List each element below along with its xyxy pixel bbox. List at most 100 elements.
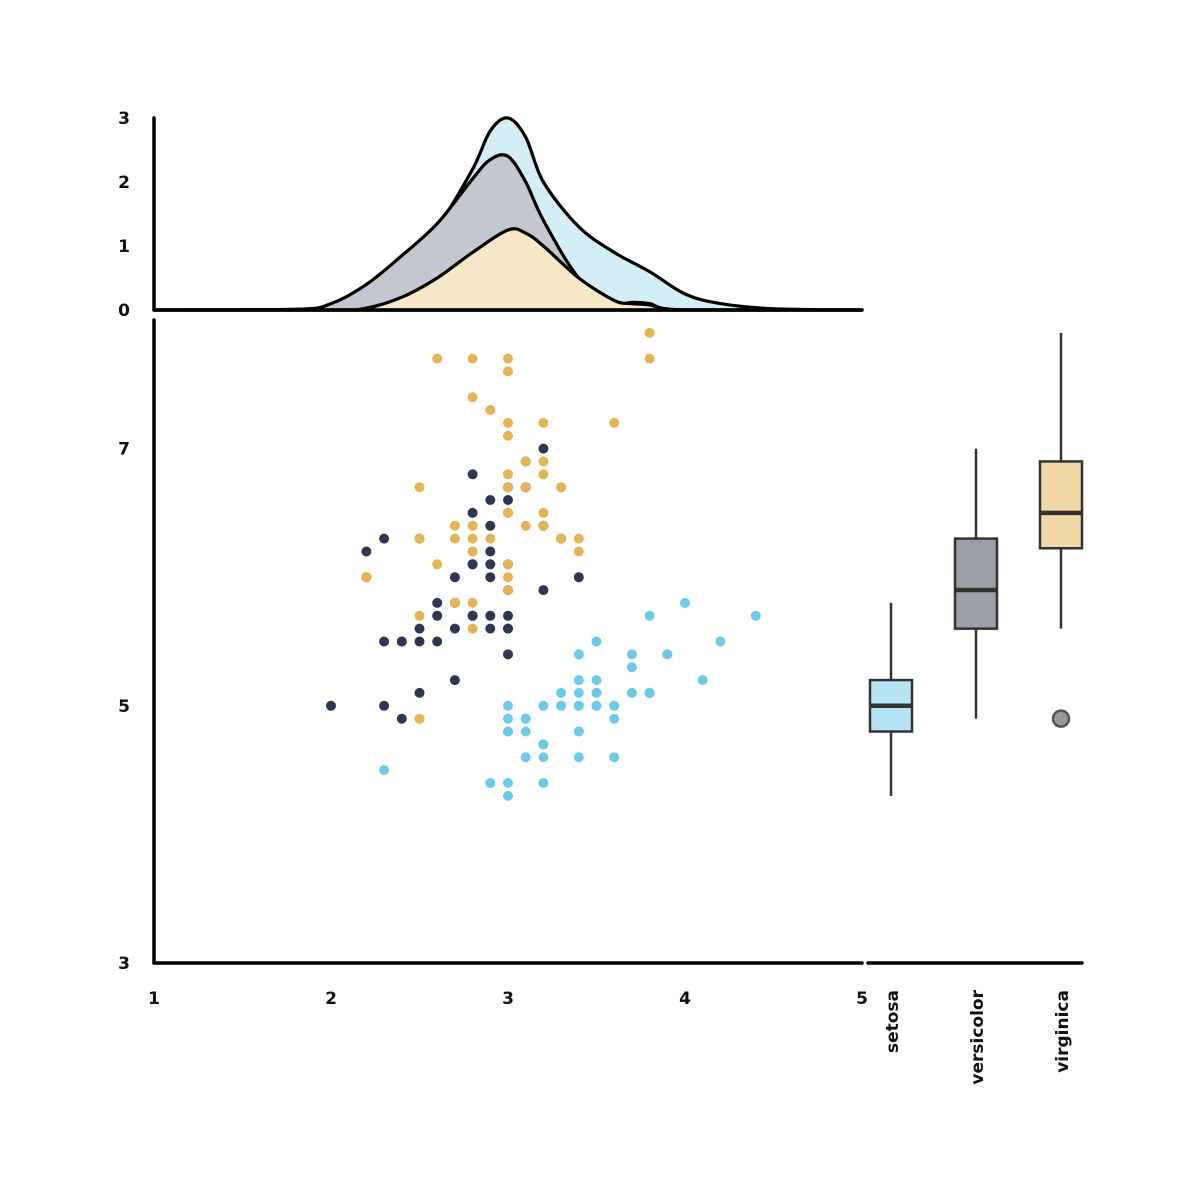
x-tick-label: 4 xyxy=(679,989,691,1009)
point-setosa xyxy=(538,700,549,711)
point-setosa xyxy=(556,700,567,711)
axes xyxy=(152,116,1084,965)
x-tick-label: 3 xyxy=(502,989,514,1009)
point-versicolor xyxy=(467,507,478,518)
point-versicolor xyxy=(432,597,443,608)
point-virginica xyxy=(538,507,549,518)
point-setosa xyxy=(626,662,637,673)
point-setosa xyxy=(609,752,620,763)
point-setosa xyxy=(556,687,567,698)
point-setosa xyxy=(591,687,602,698)
point-virginica xyxy=(503,353,513,364)
point-virginica xyxy=(467,546,478,557)
point-virginica xyxy=(538,456,549,467)
point-virginica xyxy=(573,546,584,557)
point-virginica xyxy=(485,533,496,544)
point-versicolor xyxy=(432,636,443,647)
point-virginica xyxy=(414,533,425,544)
point-setosa xyxy=(503,790,513,801)
point-virginica xyxy=(503,366,513,377)
y-tick-label: 5 xyxy=(118,697,130,717)
y-tick-label: 7 xyxy=(118,440,130,460)
point-versicolor xyxy=(396,636,407,647)
point-virginica xyxy=(503,430,513,441)
point-virginica xyxy=(414,610,425,621)
point-versicolor xyxy=(432,610,443,621)
point-versicolor xyxy=(414,623,425,634)
density-tick-label: 2 xyxy=(118,173,130,193)
box-category-label: versicolor xyxy=(968,989,988,1084)
point-virginica xyxy=(538,417,549,428)
point-virginica xyxy=(503,559,513,570)
point-versicolor xyxy=(538,443,549,454)
point-setosa xyxy=(697,675,708,686)
point-virginica xyxy=(503,507,513,518)
point-virginica xyxy=(503,572,513,583)
point-setosa xyxy=(503,713,513,724)
point-virginica xyxy=(467,597,478,608)
point-setosa xyxy=(609,700,620,711)
point-setosa xyxy=(538,739,549,750)
point-virginica xyxy=(503,482,513,493)
density-tick-label: 0 xyxy=(118,301,130,321)
x-tick-label: 1 xyxy=(148,989,160,1009)
density-tick-label: 1 xyxy=(118,237,130,257)
point-virginica xyxy=(538,520,549,531)
point-virginica xyxy=(414,482,425,493)
density-tick-label: 3 xyxy=(118,109,130,129)
point-virginica xyxy=(449,597,460,608)
point-versicolor xyxy=(414,636,425,647)
point-setosa xyxy=(644,610,655,621)
point-virginica xyxy=(520,456,531,467)
point-virginica xyxy=(414,713,425,724)
point-virginica xyxy=(467,533,478,544)
point-setosa xyxy=(680,597,690,608)
point-versicolor xyxy=(485,572,496,583)
point-setosa xyxy=(503,778,513,788)
point-versicolor xyxy=(379,533,390,544)
point-setosa xyxy=(662,649,673,660)
point-setosa xyxy=(609,713,620,724)
point-virginica xyxy=(503,417,513,428)
point-versicolor xyxy=(449,572,460,583)
point-setosa xyxy=(573,687,584,698)
point-setosa xyxy=(591,700,602,711)
tick-labels: 1 2 3 4 5 3 5 7 0 1 2 3 setosa versicolor virginica xyxy=(118,109,1073,1085)
point-virginica xyxy=(538,469,549,480)
point-setosa xyxy=(591,675,602,686)
x-tick-label: 2 xyxy=(325,989,337,1009)
point-versicolor xyxy=(414,687,425,698)
point-versicolor xyxy=(503,649,513,660)
point-versicolor xyxy=(361,546,372,557)
x-tick-label: 5 xyxy=(856,989,868,1009)
box-category-label: setosa xyxy=(883,990,903,1053)
point-virginica xyxy=(556,482,567,493)
point-virginica xyxy=(485,405,496,415)
point-versicolor xyxy=(503,623,513,634)
box-body-virginica xyxy=(1038,460,1084,550)
point-setosa xyxy=(520,752,531,763)
point-versicolor xyxy=(485,623,496,634)
point-virginica xyxy=(467,520,478,531)
point-virginica xyxy=(520,520,531,531)
point-virginica xyxy=(520,482,531,493)
point-versicolor xyxy=(538,585,549,596)
point-versicolor xyxy=(379,700,390,711)
box-category-label: virginica xyxy=(1053,990,1073,1073)
point-virginica xyxy=(556,533,567,544)
point-versicolor xyxy=(485,495,496,505)
point-virginica xyxy=(449,520,460,531)
box-virginica xyxy=(1038,332,1084,728)
point-virginica xyxy=(449,533,460,544)
point-setosa xyxy=(520,713,531,724)
box-plot xyxy=(868,332,1084,796)
point-setosa xyxy=(591,636,602,647)
point-setosa xyxy=(503,726,513,737)
point-versicolor xyxy=(485,559,496,570)
point-versicolor xyxy=(326,700,336,711)
point-virginica xyxy=(503,585,513,596)
point-setosa xyxy=(503,700,513,711)
point-setosa xyxy=(538,778,549,788)
point-versicolor xyxy=(485,520,496,531)
